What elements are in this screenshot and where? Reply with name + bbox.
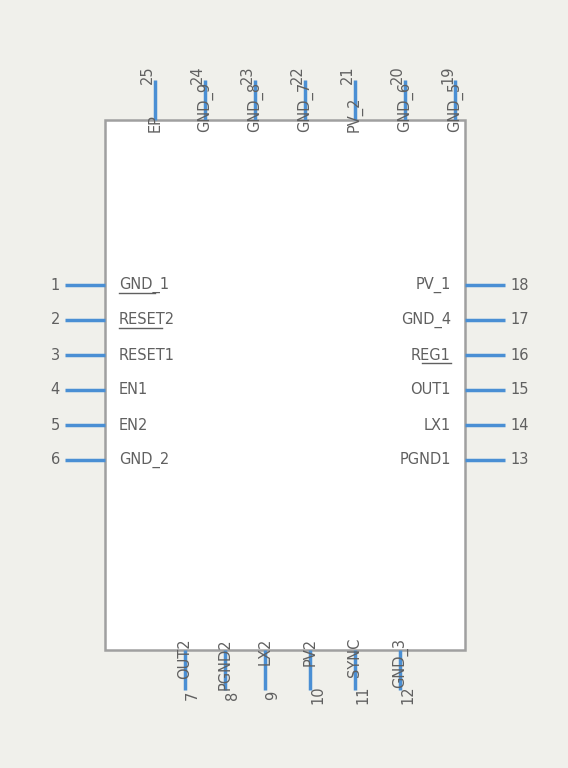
Text: 21: 21 <box>340 66 355 84</box>
Text: 7: 7 <box>185 690 200 700</box>
Text: RESET2: RESET2 <box>119 313 175 327</box>
Text: RESET1: RESET1 <box>119 347 175 362</box>
Text: PV_1: PV_1 <box>416 277 451 293</box>
Text: 24: 24 <box>190 66 205 84</box>
Text: EP: EP <box>148 114 162 132</box>
Text: 8: 8 <box>225 690 240 700</box>
Text: REG1: REG1 <box>411 347 451 362</box>
Text: OUT1: OUT1 <box>411 382 451 398</box>
Text: LX1: LX1 <box>424 418 451 432</box>
Text: 18: 18 <box>510 277 528 293</box>
Text: PV2: PV2 <box>303 638 318 666</box>
Text: PGND1: PGND1 <box>399 452 451 468</box>
Text: 17: 17 <box>510 313 529 327</box>
Text: 16: 16 <box>510 347 528 362</box>
Text: OUT2: OUT2 <box>177 638 193 679</box>
Text: 9: 9 <box>265 690 280 700</box>
Text: 12: 12 <box>400 686 415 704</box>
Text: PV_2: PV_2 <box>347 97 363 132</box>
Text: GND_9: GND_9 <box>197 82 213 132</box>
Text: 10: 10 <box>310 686 325 704</box>
Text: GND_6: GND_6 <box>397 82 413 132</box>
Text: PGND2: PGND2 <box>218 638 232 690</box>
Text: EN1: EN1 <box>119 382 148 398</box>
Text: 4: 4 <box>51 382 60 398</box>
Text: 1: 1 <box>51 277 60 293</box>
Text: 14: 14 <box>510 418 528 432</box>
Text: GND_8: GND_8 <box>247 82 263 132</box>
Text: 11: 11 <box>355 686 370 704</box>
Text: GND_7: GND_7 <box>297 81 313 132</box>
Text: 15: 15 <box>510 382 528 398</box>
Text: 23: 23 <box>240 66 255 84</box>
Text: 13: 13 <box>510 452 528 468</box>
Bar <box>105 120 465 650</box>
Text: 25: 25 <box>140 66 155 84</box>
Text: 2: 2 <box>51 313 60 327</box>
Text: GND_5: GND_5 <box>447 82 463 132</box>
Text: GND_2: GND_2 <box>119 452 169 468</box>
Text: 3: 3 <box>51 347 60 362</box>
Text: GND_4: GND_4 <box>401 312 451 328</box>
Text: GND_1: GND_1 <box>119 277 169 293</box>
Text: SYNC: SYNC <box>348 638 362 677</box>
Text: 22: 22 <box>290 65 305 84</box>
Text: 20: 20 <box>390 65 405 84</box>
Text: LX2: LX2 <box>257 638 273 665</box>
Text: 5: 5 <box>51 418 60 432</box>
Text: 19: 19 <box>440 66 455 84</box>
Text: EN2: EN2 <box>119 418 148 432</box>
Text: 6: 6 <box>51 452 60 468</box>
Text: GND_3: GND_3 <box>392 638 408 688</box>
